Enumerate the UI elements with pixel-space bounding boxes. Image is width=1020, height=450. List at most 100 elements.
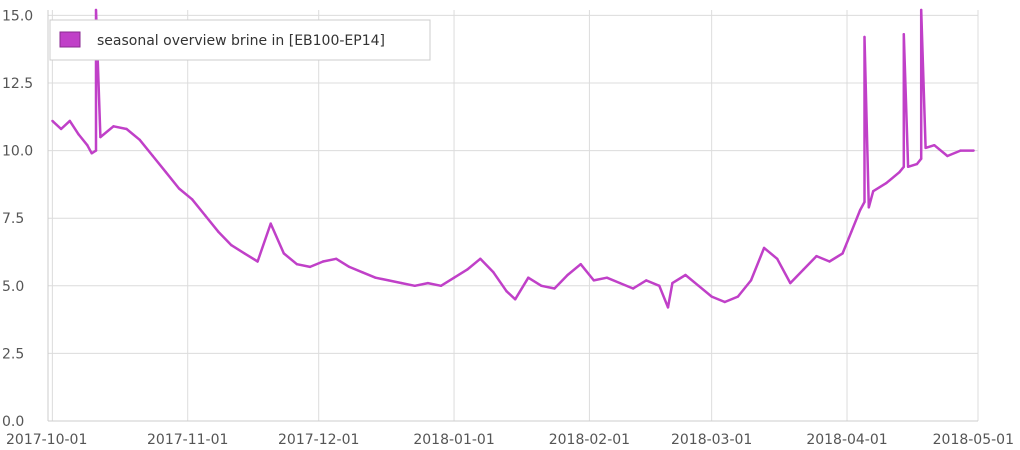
data-point — [920, 8, 923, 12]
data-point — [863, 200, 866, 204]
x-tick-label: 2018-05-01 — [933, 432, 1014, 448]
y-tick-label: 0.0 — [2, 414, 24, 430]
data-point — [94, 8, 98, 12]
data-point — [858, 208, 862, 212]
data-point — [885, 181, 888, 185]
data-point — [256, 260, 259, 263]
series-layer — [51, 8, 975, 309]
data-point — [631, 287, 635, 290]
data-point — [151, 154, 154, 158]
data-point — [946, 154, 949, 158]
data-point — [684, 273, 687, 277]
data-point — [295, 263, 299, 266]
x-tick-label: 2018-01-01 — [413, 432, 494, 448]
data-point — [933, 144, 936, 147]
data-point — [566, 273, 569, 277]
legend-box — [49, 19, 431, 61]
data-point — [867, 206, 870, 209]
data-point — [902, 33, 905, 36]
data-point — [335, 257, 338, 260]
x-tick-label: 2018-03-01 — [671, 432, 752, 448]
y-tick-label: 2.5 — [2, 346, 24, 362]
data-point — [308, 265, 312, 269]
data-point — [68, 119, 72, 123]
x-tick-label: 2018-04-01 — [806, 432, 887, 448]
data-point — [426, 281, 430, 285]
y-tick-label: 10.0 — [2, 144, 33, 160]
data-point — [439, 284, 443, 287]
data-point — [736, 295, 740, 298]
legend: seasonal overview brine in [EB100-EP14] — [49, 19, 431, 61]
data-point — [321, 260, 325, 263]
data-point — [850, 230, 853, 233]
x-tick-label: 2018-02-01 — [549, 432, 630, 448]
data-point — [841, 252, 844, 255]
data-point — [269, 222, 272, 225]
data-point — [658, 284, 661, 287]
data-point — [466, 268, 469, 271]
data-point — [579, 263, 582, 266]
data-point — [802, 268, 805, 271]
data-point — [400, 281, 403, 285]
data-point — [723, 300, 726, 304]
tick-labels: 0.0 2.5 5.0 7.5 10.0 12.5 15.0 2017-10-01 2017-1… — [2, 8, 1014, 448]
legend-swatch — [59, 31, 81, 48]
data-point — [86, 144, 89, 147]
x-tick-label: 2017-12-01 — [278, 432, 359, 448]
data-point — [99, 135, 102, 139]
data-point — [204, 214, 207, 217]
data-point — [898, 171, 901, 174]
data-point — [282, 252, 285, 255]
data-point — [138, 138, 141, 141]
data-point — [190, 198, 194, 201]
x-tick-label: 2017-10-01 — [6, 432, 87, 448]
y-tick-label: 15.0 — [2, 8, 33, 24]
data-point — [77, 133, 80, 136]
data-point — [902, 165, 905, 168]
data-point — [872, 190, 875, 193]
data-point — [863, 35, 866, 39]
data-point — [374, 276, 377, 279]
data-point — [230, 244, 233, 247]
data-point — [605, 276, 609, 279]
y-tick-label: 5.0 — [2, 279, 24, 295]
data-point — [776, 257, 779, 260]
data-point — [645, 279, 648, 282]
data-point — [924, 146, 927, 150]
data-point — [361, 271, 364, 274]
data-point — [671, 281, 674, 285]
data-point — [906, 165, 910, 168]
data-point — [59, 127, 63, 131]
data-point — [452, 276, 456, 279]
data-point — [164, 171, 168, 174]
data-point — [348, 265, 351, 269]
grid-lines — [48, 10, 979, 422]
data-point — [479, 257, 482, 260]
data-point — [592, 279, 595, 282]
data-point — [217, 230, 220, 233]
data-point — [666, 306, 670, 309]
data-point — [710, 295, 713, 298]
data-point — [959, 149, 962, 152]
y-tick-label: 12.5 — [2, 76, 33, 92]
data-point — [697, 284, 700, 287]
data-point — [492, 271, 495, 274]
data-point — [125, 127, 128, 131]
data-point — [789, 281, 792, 285]
data-point — [920, 157, 923, 160]
data-point — [51, 119, 54, 123]
data-point — [749, 279, 753, 282]
data-point — [505, 290, 508, 293]
data-point — [387, 279, 390, 282]
data-point — [618, 281, 622, 285]
data-point — [815, 254, 818, 258]
data-point — [540, 284, 543, 287]
data-point — [243, 252, 246, 255]
axes — [47, 10, 978, 422]
data-point — [514, 298, 517, 301]
data-point — [94, 149, 98, 152]
data-point — [527, 276, 530, 279]
legend-label: seasonal overview brine in [EB100-EP14] — [97, 33, 385, 49]
x-tick-label: 2017-11-01 — [147, 432, 228, 448]
